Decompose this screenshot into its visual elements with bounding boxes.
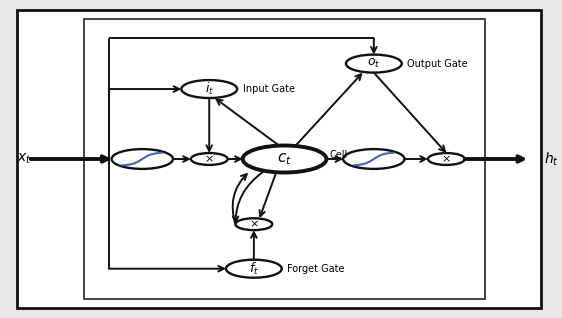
Ellipse shape bbox=[112, 149, 173, 169]
Text: $o_t$: $o_t$ bbox=[367, 57, 380, 70]
Ellipse shape bbox=[191, 153, 228, 165]
Text: $\times$: $\times$ bbox=[249, 219, 259, 229]
Text: $\times$: $\times$ bbox=[205, 154, 214, 164]
Ellipse shape bbox=[243, 146, 327, 172]
Ellipse shape bbox=[343, 149, 405, 169]
Text: $x_t$: $x_t$ bbox=[17, 152, 31, 166]
FancyBboxPatch shape bbox=[84, 19, 486, 299]
Text: $f_t$: $f_t$ bbox=[249, 261, 259, 277]
Text: $\times$: $\times$ bbox=[442, 154, 451, 164]
Text: Forget Gate: Forget Gate bbox=[287, 264, 345, 274]
Ellipse shape bbox=[235, 218, 273, 230]
Ellipse shape bbox=[226, 260, 282, 278]
Text: $c_t$: $c_t$ bbox=[277, 151, 292, 167]
Text: Cell: Cell bbox=[329, 150, 347, 160]
Text: $i_t$: $i_t$ bbox=[205, 81, 214, 97]
Text: Input Gate: Input Gate bbox=[243, 84, 294, 94]
Ellipse shape bbox=[346, 55, 402, 73]
Text: Output Gate: Output Gate bbox=[407, 59, 468, 69]
Ellipse shape bbox=[428, 153, 465, 165]
Text: $h_t$: $h_t$ bbox=[544, 150, 559, 168]
Ellipse shape bbox=[182, 80, 237, 98]
FancyBboxPatch shape bbox=[17, 10, 541, 308]
